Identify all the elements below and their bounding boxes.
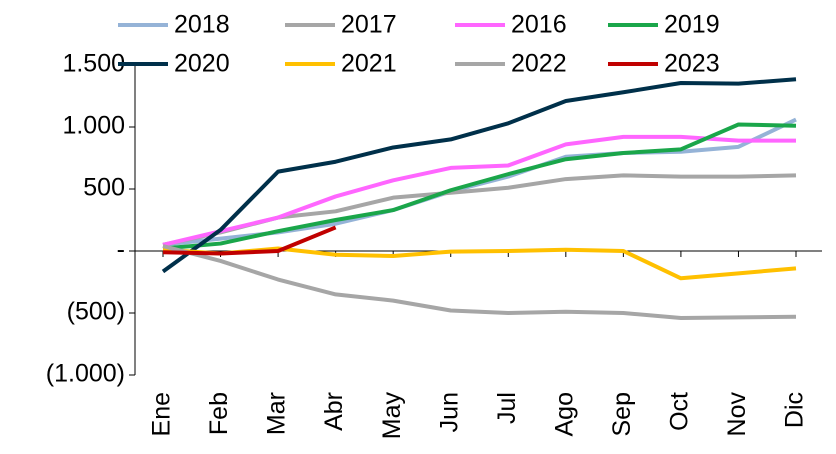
legend-label: 2021	[341, 50, 397, 78]
x-tick-label: Jul	[493, 392, 521, 424]
x-tick-label: Mar	[263, 392, 291, 435]
x-tick-label: Jun	[435, 392, 463, 432]
y-tick-label: (1.000)	[46, 360, 125, 388]
series-line	[161, 77, 797, 274]
legend-label: 2017	[341, 11, 397, 39]
y-tick-label: (500)	[67, 298, 125, 326]
series-line	[162, 134, 796, 247]
series-line	[162, 122, 797, 251]
legend-label: 2023	[664, 50, 720, 78]
series-line	[162, 246, 797, 281]
legend-label: 2016	[511, 11, 567, 39]
x-tick-label: May	[378, 392, 406, 440]
x-tick-label: Dic	[781, 392, 809, 428]
legend-label: 2022	[511, 50, 567, 78]
x-tick-label: Nov	[723, 392, 751, 437]
legend-label: 2018	[174, 11, 230, 39]
x-tick-label: Feb	[205, 392, 233, 435]
legend-label: 2020	[174, 50, 230, 78]
y-tick-label: 1.500	[62, 50, 125, 78]
x-tick-label: Ene	[148, 392, 176, 436]
x-tick-label: Sep	[608, 392, 636, 436]
series-line	[162, 244, 797, 320]
x-tick-label: Ago	[550, 392, 578, 436]
y-tick-label: 1.000	[62, 112, 125, 140]
x-tick-label: Oct	[666, 392, 694, 431]
y-tick-label: 500	[83, 174, 125, 202]
y-tick-label: -	[117, 236, 125, 264]
legend-label: 2019	[664, 11, 720, 39]
x-tick-label: Abr	[320, 392, 348, 431]
series-line	[162, 225, 337, 256]
